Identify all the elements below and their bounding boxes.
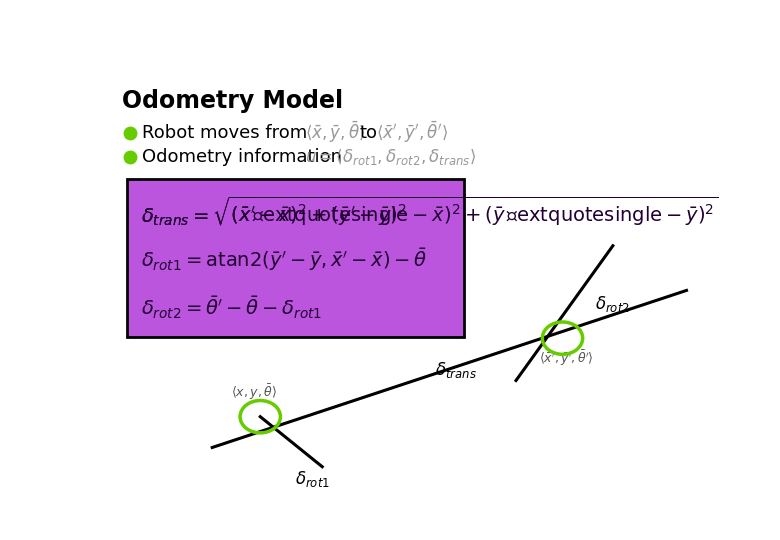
- Text: $\delta_{trans}$: $\delta_{trans}$: [434, 360, 477, 380]
- Text: $\delta_{rot1}$: $\delta_{rot1}$: [295, 469, 330, 489]
- Text: $\delta_{rot2}$: $\delta_{rot2}$: [595, 294, 630, 314]
- Text: $\langle\bar{x}',\bar{y}',\bar{\theta}'\rangle$: $\langle\bar{x}',\bar{y}',\bar{\theta}'\…: [377, 120, 448, 145]
- Text: $u=\langle\delta_{rot1},\delta_{rot2},\delta_{trans}\rangle$: $u=\langle\delta_{rot1},\delta_{rot2},\d…: [305, 147, 477, 167]
- Text: to: to: [360, 124, 378, 141]
- Text: $\delta_{trans} = \sqrt{(\bar{x}^{\prime}-\bar{x})^2+(\bar{y}^{\prime}-\bar{y})^: $\delta_{trans} = \sqrt{(\bar{x}^{\prime…: [141, 194, 411, 228]
- FancyBboxPatch shape: [127, 179, 464, 336]
- Text: Robot moves from: Robot moves from: [143, 124, 307, 141]
- Text: $\delta_{trans} = \sqrt{(\bar{x}\,\text{\textquotesingle}-\bar{x})^2+(\bar{y}\,\: $\delta_{trans} = \sqrt{(\bar{x}\,\text{…: [141, 194, 718, 228]
- Text: $\langle x,y,\bar{\theta}\rangle$: $\langle x,y,\bar{\theta}\rangle$: [231, 382, 277, 402]
- Text: $\langle\bar{x},\bar{y},\bar{\theta}\rangle$: $\langle\bar{x},\bar{y},\bar{\theta}\ran…: [305, 120, 366, 145]
- Text: Odometry Model: Odometry Model: [122, 90, 343, 113]
- Text: $\langle\bar{x}',\bar{y}',\bar{\theta}'\rangle$: $\langle\bar{x}',\bar{y}',\bar{\theta}'\…: [539, 348, 594, 368]
- Text: $\delta_{rot1} = \mathrm{atan2}(\bar{y}^{\prime}-\bar{y},\bar{x}^{\prime}-\bar{x: $\delta_{rot1} = \mathrm{atan2}(\bar{y}^…: [141, 246, 427, 273]
- Text: Odometry information: Odometry information: [143, 148, 342, 166]
- Text: $\delta_{rot2} = \bar{\theta}^{\prime}-\bar{\theta}-\delta_{rot1}$: $\delta_{rot2} = \bar{\theta}^{\prime}-\…: [141, 295, 322, 321]
